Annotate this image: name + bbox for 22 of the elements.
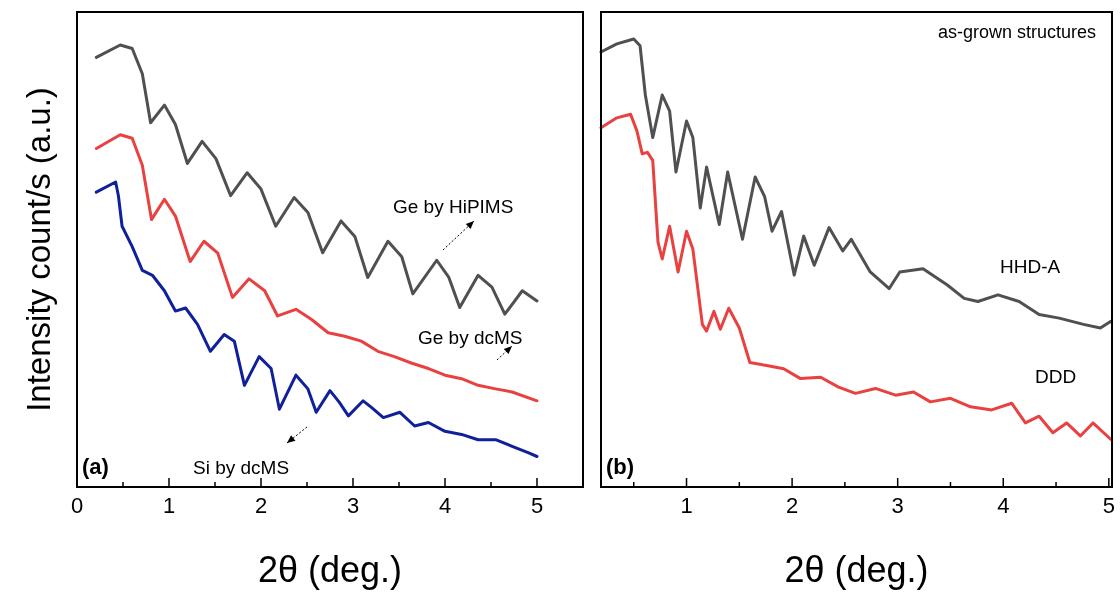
- x-tick-label: 2: [254, 493, 268, 518]
- x-tick-label: 3: [346, 493, 360, 518]
- x-tick-label: 5: [1102, 493, 1115, 518]
- x-tick-label: 3: [891, 493, 904, 518]
- series-label: HHD-A: [1000, 256, 1061, 277]
- x-tick-label: 0: [70, 493, 84, 518]
- x-tick-label: 4: [997, 493, 1010, 518]
- series-label: DDD: [1035, 366, 1077, 387]
- x-tick-label: 1: [680, 493, 693, 518]
- y-axis-title: Intensity count/s (a.u.): [20, 87, 57, 412]
- series-label: Ge by dcMS: [418, 327, 523, 348]
- annotation: (b): [606, 454, 635, 479]
- text: Si by dcMS: [193, 457, 290, 478]
- annotation: as-grown structures: [937, 22, 1096, 42]
- x-tick-label: 1: [162, 493, 176, 518]
- x-tick-label: 4: [438, 493, 452, 518]
- x-axis-title: 2θ (deg.): [257, 549, 403, 590]
- x-axis-title: 2θ (deg.): [784, 549, 929, 590]
- annotation: (a): [82, 454, 109, 479]
- x-tick-label: 5: [530, 493, 544, 518]
- series-label: Ge by HiPIMS: [393, 196, 514, 217]
- x-tick-label: 2: [785, 493, 799, 518]
